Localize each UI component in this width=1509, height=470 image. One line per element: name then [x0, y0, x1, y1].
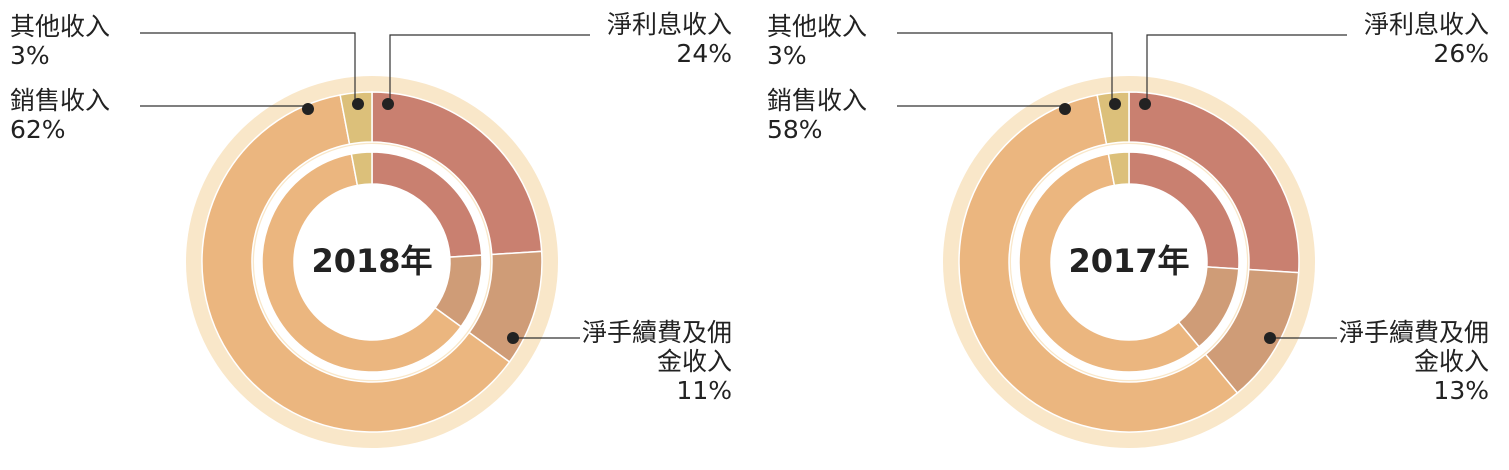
value-label: 26%	[1433, 39, 1489, 68]
category-label: 銷售收入	[767, 86, 868, 115]
value-label: 11%	[676, 376, 732, 405]
value-label: 24%	[676, 39, 732, 68]
value-label: 62%	[10, 115, 66, 144]
category-label: 淨手續費及佣金收入	[1338, 318, 1489, 376]
outer-slice	[1096, 91, 1130, 146]
category-label: 淨利息收入	[606, 10, 732, 39]
value-label: 3%	[10, 41, 50, 70]
category-label: 銷售收入	[10, 86, 111, 115]
leader-dot	[507, 332, 519, 344]
leader-dot	[352, 98, 364, 110]
center-title: 2018年	[311, 242, 432, 280]
outer-slice	[339, 91, 373, 146]
category-label: 淨利息收入	[1363, 10, 1489, 39]
value-label: 13%	[1433, 376, 1489, 405]
inner-slice	[350, 151, 373, 187]
inner-slice	[1018, 153, 1201, 373]
leader-dot	[1139, 98, 1151, 110]
value-label: 3%	[767, 41, 807, 70]
leader-dot	[382, 98, 394, 110]
leader-dot	[302, 103, 314, 115]
leader-line	[140, 32, 356, 100]
leader-line	[897, 32, 1113, 100]
outer-slice	[201, 94, 511, 433]
leader-dot	[1264, 332, 1276, 344]
category-label: 其他收入	[767, 12, 868, 41]
inner-slice	[261, 153, 463, 373]
category-label: 其他收入	[10, 12, 111, 41]
center-title: 2017年	[1068, 242, 1189, 280]
leader-line	[1146, 34, 1347, 100]
leader-dot	[1109, 98, 1121, 110]
inner-slice	[1107, 151, 1130, 187]
leader-line	[389, 34, 590, 100]
leader-dot	[1059, 103, 1071, 115]
value-label: 58%	[767, 115, 823, 144]
category-label: 淨手續費及佣金收入	[581, 318, 732, 376]
